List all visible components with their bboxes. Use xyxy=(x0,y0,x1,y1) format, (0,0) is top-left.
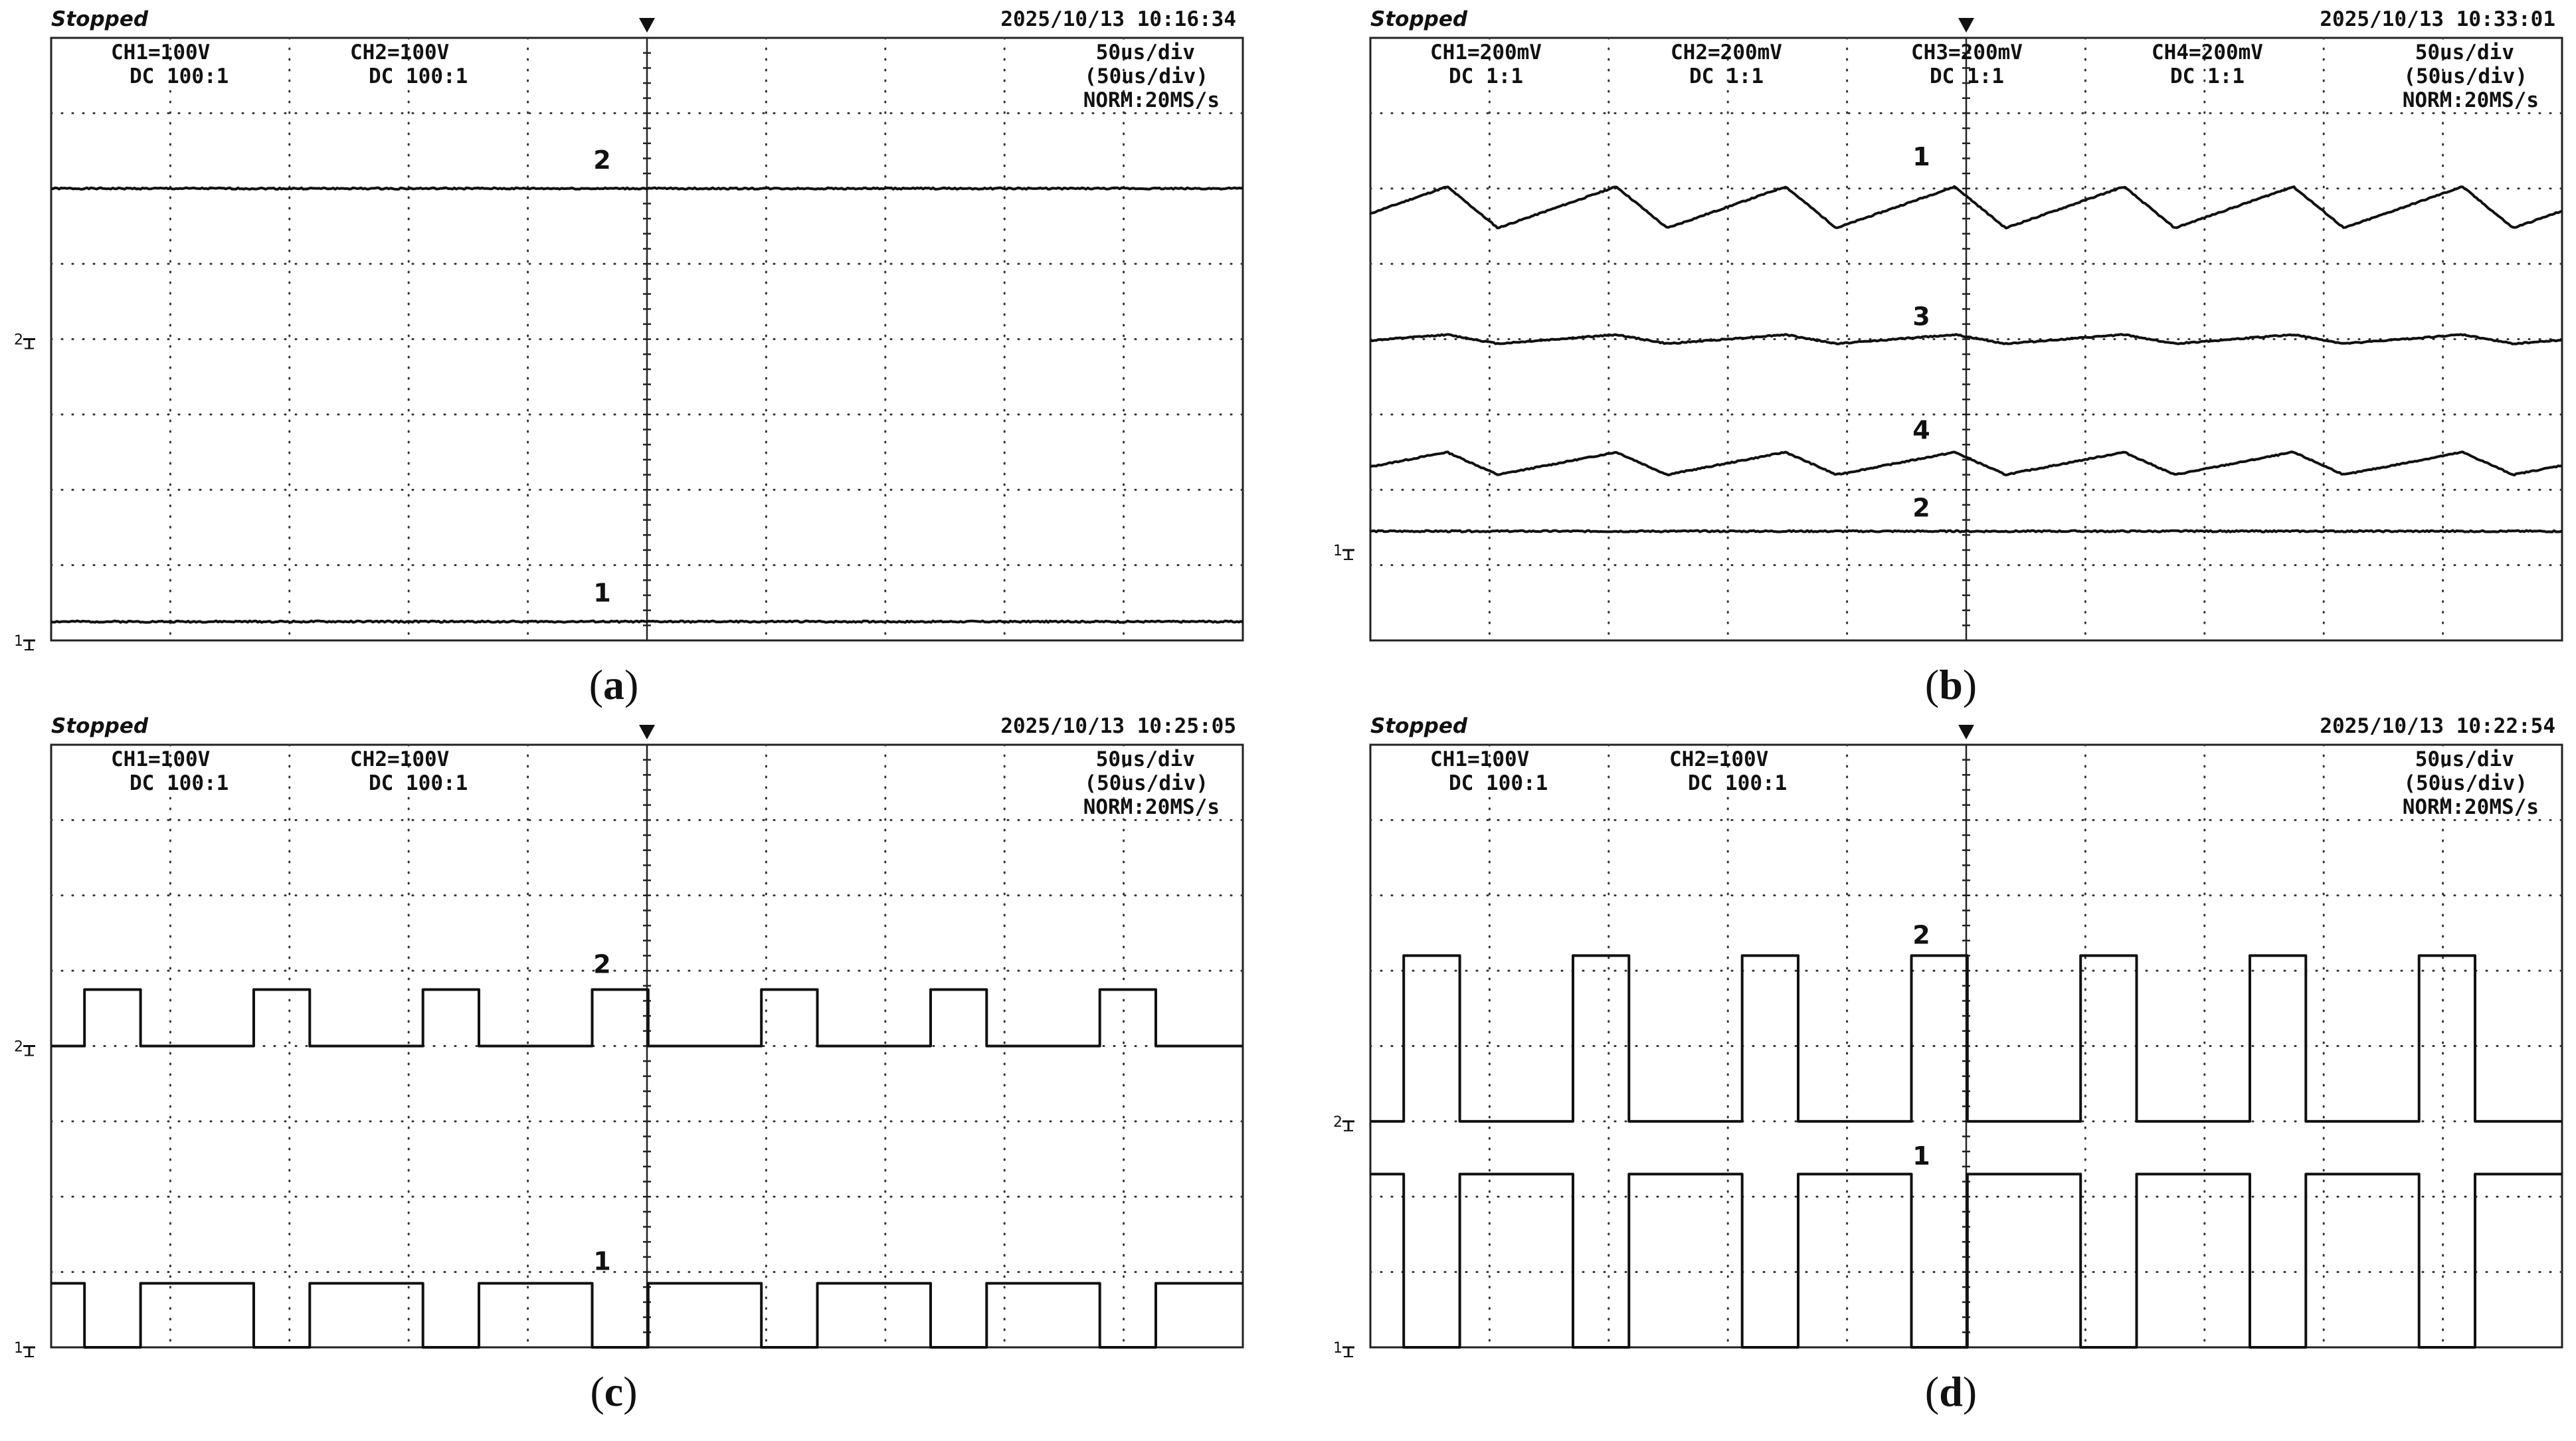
trace-ch3 xyxy=(1370,333,2563,345)
trace-ch2 xyxy=(1370,954,2562,1123)
channel-coupling-2: DC 100:1 xyxy=(1688,771,1787,795)
panel-caption: (b) xyxy=(1925,661,1977,708)
trigger-marker xyxy=(1958,725,1974,739)
datetime-label: 2025/10/13 10:22:54 xyxy=(2320,714,2555,738)
trace-label-ch4: 4 xyxy=(1912,416,1930,445)
timebase-secondary-label: (50us/div) xyxy=(2403,771,2528,795)
trace-ch1 xyxy=(50,619,1243,624)
channel-setting-2: CH2=100V xyxy=(350,747,449,771)
trace-label-ch1: 1 xyxy=(1912,1141,1930,1171)
channel-coupling-2: DC 100:1 xyxy=(369,771,468,795)
datetime-label: 2025/10/13 10:25:05 xyxy=(1000,714,1236,738)
center-axis xyxy=(1962,37,1970,642)
channel-coupling-2: DC 1:1 xyxy=(1689,64,1764,88)
timebase-label: 50us/div xyxy=(1096,747,1195,771)
datetime-label: 2025/10/13 10:33:01 xyxy=(2320,7,2555,31)
channel-setting-3: CH3=200mV xyxy=(1911,41,2023,64)
trace-label-ch2: 2 xyxy=(1912,920,1930,949)
channel-setting-2: CH2=100V xyxy=(350,41,449,64)
ground-marker-ch1: 1 xyxy=(14,633,35,650)
channel-coupling-1: DC 100:1 xyxy=(130,64,229,88)
trace-label-ch3: 3 xyxy=(1912,302,1930,332)
trigger-marker xyxy=(639,18,655,33)
trace-label-ch1: 1 xyxy=(593,1247,610,1276)
trace-label-ch2: 2 xyxy=(593,145,610,175)
svg-text:2: 2 xyxy=(14,332,23,349)
ground-marker-ch2: 2 xyxy=(1333,1114,1354,1131)
acquisition-label: NORM:20MS/s xyxy=(2403,88,2539,112)
channel-coupling-3: DC 1:1 xyxy=(1930,64,2004,88)
channel-setting-1: CH1=100V xyxy=(111,41,210,64)
trace-ch1 xyxy=(1370,185,2563,230)
ground-marker-ch2: 2 xyxy=(14,332,35,349)
acquisition-label: NORM:20MS/s xyxy=(2403,795,2539,819)
timebase-secondary-label: (50us/div) xyxy=(1084,64,1208,88)
svg-text:1: 1 xyxy=(14,633,23,650)
svg-text:1: 1 xyxy=(14,1340,23,1357)
timebase-label: 50us/div xyxy=(1096,41,1195,64)
channel-coupling-2: DC 100:1 xyxy=(369,64,468,88)
trace-label-ch2: 2 xyxy=(593,949,610,979)
svg-text:2: 2 xyxy=(1333,1114,1342,1131)
svg-text:1: 1 xyxy=(1333,543,1342,559)
status-label: Stopped xyxy=(1370,7,1468,31)
acquisition-label: NORM:20MS/s xyxy=(1083,795,1220,819)
trace-ch2 xyxy=(50,186,1243,191)
trace-label-ch1: 1 xyxy=(593,579,610,608)
trace-ch2 xyxy=(1370,529,2563,533)
timebase-secondary-label: (50us/div) xyxy=(1084,771,1208,795)
acquisition-label: NORM:20MS/s xyxy=(1083,88,1220,112)
channel-coupling-4: DC 1:1 xyxy=(2170,64,2245,88)
trace-ch2 xyxy=(51,988,1243,1048)
trace-ch1 xyxy=(51,1282,1243,1349)
channel-setting-4: CH4=200mV xyxy=(2152,41,2263,64)
trigger-marker xyxy=(639,725,655,739)
svg-text:1: 1 xyxy=(1333,1340,1342,1357)
timebase-secondary-label: (50us/div) xyxy=(2403,64,2528,88)
channel-coupling-1: DC 1:1 xyxy=(1449,64,1523,88)
channel-setting-2: CH2=100V xyxy=(1669,747,1768,771)
trace-label-ch1: 1 xyxy=(1912,142,1930,171)
ground-marker-ch1: 1 xyxy=(1333,1340,1354,1357)
ground-marker-ch1: 1 xyxy=(14,1340,35,1357)
panel-caption: (a) xyxy=(589,661,639,708)
ground-marker-ch2: 2 xyxy=(14,1039,35,1056)
channel-coupling-1: DC 100:1 xyxy=(130,771,229,795)
channel-setting-1: CH1=100V xyxy=(1430,747,1529,771)
svg-text:2: 2 xyxy=(14,1039,23,1056)
timebase-label: 50us/div xyxy=(2415,747,2514,771)
trigger-marker xyxy=(1958,18,1974,33)
status-label: Stopped xyxy=(51,714,149,738)
trace-label-ch2: 2 xyxy=(1912,494,1930,523)
trace-ch4 xyxy=(1370,450,2563,477)
datetime-label: 2025/10/13 10:16:34 xyxy=(1000,7,1236,31)
panel-caption: (d) xyxy=(1925,1368,1977,1415)
channel-coupling-1: DC 100:1 xyxy=(1449,771,1548,795)
channel-setting-1: CH1=100V xyxy=(111,747,210,771)
panel-caption: (c) xyxy=(590,1368,637,1415)
status-label: Stopped xyxy=(51,7,149,31)
status-label: Stopped xyxy=(1370,714,1468,738)
channel-setting-1: CH1=200mV xyxy=(1430,41,1542,64)
channel-setting-2: CH2=200mV xyxy=(1671,41,1782,64)
ground-marker-ch1: 1 xyxy=(1333,543,1354,560)
timebase-label: 50us/div xyxy=(2415,41,2514,64)
center-axis xyxy=(643,37,651,642)
trace-ch1 xyxy=(1370,1173,2562,1349)
